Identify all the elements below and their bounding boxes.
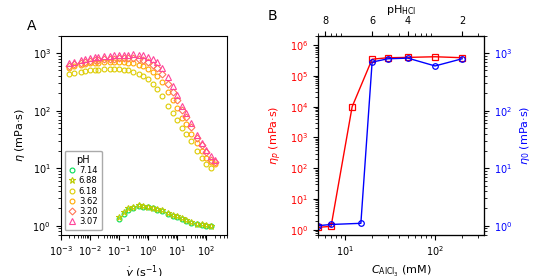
Y-axis label: $\eta$ (mPa·s): $\eta$ (mPa·s) (13, 108, 27, 162)
Text: A: A (28, 19, 37, 33)
X-axis label: pH$_{\mathrm{HCl}}$: pH$_{\mathrm{HCl}}$ (386, 3, 416, 17)
Text: B: B (268, 9, 278, 23)
Legend: 7.14, 6.88, 6.18, 3.62, 3.20, 3.07: 7.14, 6.88, 6.18, 3.62, 3.20, 3.07 (65, 151, 102, 230)
Y-axis label: $\eta_p$ (mPa·s): $\eta_p$ (mPa·s) (268, 106, 284, 165)
X-axis label: $C_{\mathrm{AlCl_3}}$ (mM): $C_{\mathrm{AlCl_3}}$ (mM) (371, 264, 431, 276)
Y-axis label: $\eta_0$ (mPa·s): $\eta_0$ (mPa·s) (518, 106, 532, 165)
X-axis label: $\dot{\gamma}$ (s$^{-1}$): $\dot{\gamma}$ (s$^{-1}$) (125, 264, 162, 276)
